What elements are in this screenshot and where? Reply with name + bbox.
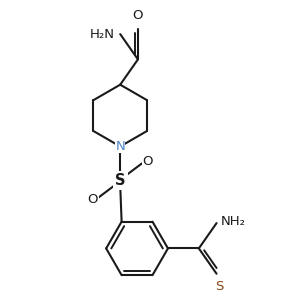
Text: H₂N: H₂N — [90, 28, 115, 41]
Text: NH₂: NH₂ — [221, 215, 246, 228]
Text: N: N — [115, 140, 125, 153]
Text: O: O — [133, 9, 143, 22]
Text: S: S — [115, 173, 125, 188]
Text: S: S — [215, 280, 224, 293]
Text: O: O — [142, 155, 153, 168]
Text: O: O — [88, 193, 98, 206]
